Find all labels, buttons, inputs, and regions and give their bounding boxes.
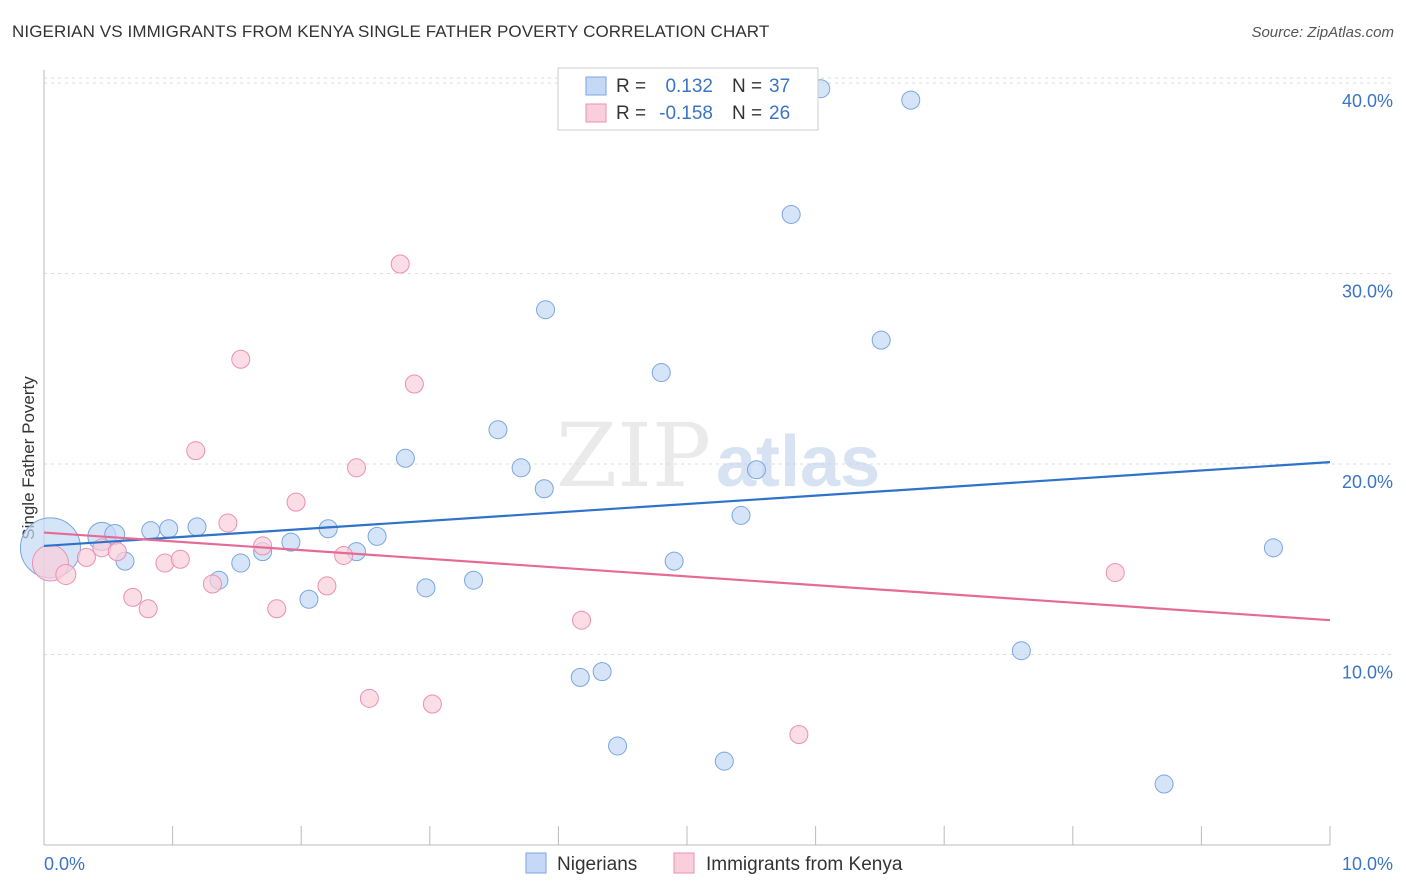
y-tick-labels: 10.0% 20.0% 30.0% 40.0% [1342,91,1393,683]
nigerian-point [187,517,207,537]
nigerian-point [731,505,751,525]
legend-swatch-pink [585,103,607,123]
kenya-point [789,725,809,745]
legend-n-value: 26 [769,103,790,124]
legend-label-nigerians: Nigerians [557,854,637,875]
kenya-point [572,610,592,630]
nigerian-point [608,736,628,756]
y-tick-label: 30.0% [1342,282,1393,302]
nigerian-point [464,570,484,590]
nigerian-point [664,551,684,571]
watermark-atlas: atlas [716,422,880,502]
nigerian-point [281,532,301,552]
series-legend: Nigerians Immigrants from Kenya [525,852,903,875]
nigerian-point [534,479,554,499]
nigerian-point [1154,774,1174,794]
nigerian-point [141,521,161,541]
nigerian-trend-line [43,460,1331,548]
kenya-point [253,536,273,556]
nigerian-point [536,300,556,320]
nigerian-point [367,526,387,546]
legend-r-label: R = [616,103,646,124]
nigerian-point [1263,538,1283,558]
nigerian-point [159,519,179,539]
y-tick-label: 40.0% [1342,91,1393,111]
kenya-point [404,374,424,394]
kenya-point [422,694,442,714]
legend-n-value: 37 [769,76,790,97]
kenya-point [1105,563,1125,583]
y-tick-label: 10.0% [1342,663,1393,683]
nigerian-point [714,751,734,771]
kenya-point [55,563,77,585]
y-axis-label: Single Father Poverty [19,376,38,540]
correlation-legend: R = 0.132 N = 37 R = -0.158 N = 26 [557,67,819,131]
nigerian-point [1011,641,1031,661]
nigerian-point [781,204,801,224]
kenya-point [286,492,306,512]
legend-n-label: N = [732,103,762,124]
kenya-point [346,458,366,478]
nigerian-point [592,662,612,682]
kenya-point [359,688,379,708]
nigerian-point [416,578,436,598]
source-label: Source: ZipAtlas.com [1251,24,1394,41]
nigerian-point [901,90,921,110]
kenya-point [123,587,143,607]
watermark-zip: ZIP [556,404,711,507]
x-tick-label-max: 10.0% [1342,854,1393,874]
kenya-point [186,441,206,461]
legend-label-kenya: Immigrants from Kenya [706,854,903,875]
legend-r-value: -0.158 [659,103,713,124]
kenya-point [202,574,222,594]
legend-swatch-nigerians [525,852,547,874]
nigerian-point [395,448,415,468]
kenya-point [138,599,158,619]
kenya-point [76,547,96,567]
kenya-point [107,542,127,562]
nigerian-point [570,667,590,687]
nigerian-point [231,553,251,573]
legend-n-label: N = [732,76,762,97]
legend-swatch-blue [585,76,607,96]
nigerian-point [871,330,891,350]
nigerian-point [488,420,508,440]
legend-swatch-kenya [673,852,695,874]
y-tick-label: 20.0% [1342,472,1393,492]
nigerian-point [511,458,531,478]
legend-r-label: R = [616,76,646,97]
kenya-point [218,513,238,533]
kenya-point [390,254,410,274]
x-tick-label-min: 0.0% [44,854,85,874]
legend-r-value: 0.132 [665,76,713,97]
kenya-point [231,349,251,369]
chart-title: NIGERIAN VS IMMIGRANTS FROM KENYA SINGLE… [12,22,770,41]
kenya-point [170,549,190,569]
nigerian-point [651,363,671,383]
x-tick-marks [43,826,1331,845]
nigerian-point [746,460,766,480]
trend-lines [43,460,1331,622]
kenya-trend-line [43,531,1331,622]
kenya-point [267,599,287,619]
kenya-point [334,545,354,565]
kenya-point [317,576,337,596]
nigerian-point [299,589,319,609]
